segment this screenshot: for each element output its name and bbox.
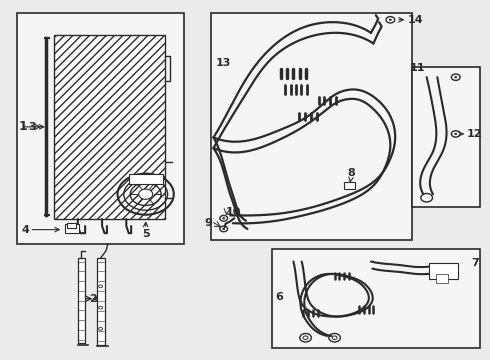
Text: 2: 2 [89, 294, 97, 304]
Bar [344, 183, 355, 189]
Bar [65, 224, 79, 233]
Bar [67, 222, 76, 228]
Circle shape [139, 189, 153, 199]
Text: 12: 12 [459, 129, 482, 139]
Text: 3: 3 [28, 122, 44, 132]
Text: 9: 9 [204, 217, 212, 228]
Circle shape [454, 133, 457, 135]
Circle shape [222, 217, 225, 219]
Text: 5: 5 [142, 222, 149, 239]
Circle shape [389, 19, 392, 21]
Bar [17, 13, 184, 244]
Text: 8: 8 [348, 168, 355, 182]
Text: 10: 10 [225, 207, 241, 217]
Bar [97, 258, 104, 345]
Text: 4: 4 [22, 225, 59, 235]
Text: 6: 6 [275, 292, 283, 302]
Bar [53, 35, 165, 219]
Bar [129, 174, 163, 184]
Text: 1: 1 [19, 120, 27, 133]
Bar [429, 263, 458, 279]
Circle shape [454, 76, 457, 78]
Text: 7: 7 [471, 258, 479, 268]
Text: 14: 14 [399, 15, 423, 25]
Bar [78, 258, 85, 343]
Bar [412, 67, 480, 207]
Bar [437, 274, 448, 283]
Circle shape [222, 228, 225, 230]
Bar [271, 249, 480, 348]
Text: 11: 11 [409, 63, 425, 73]
Text: 13: 13 [216, 58, 231, 68]
Bar [211, 13, 412, 240]
